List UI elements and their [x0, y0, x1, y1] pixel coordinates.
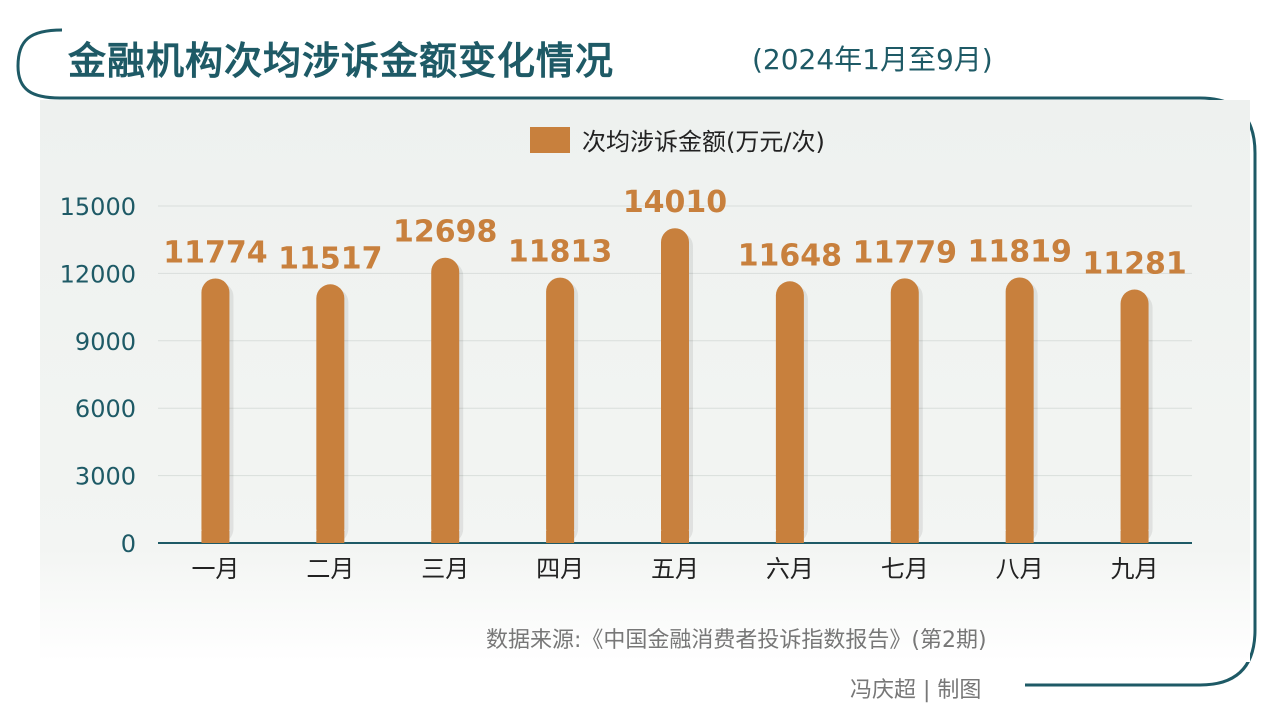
author-credit: 冯庆超 | 制图: [850, 678, 982, 703]
data-label: 11281: [1082, 247, 1186, 282]
data-label: 11819: [967, 234, 1071, 269]
x-tick-label: 九月: [1111, 555, 1159, 583]
bar: [775, 281, 804, 543]
y-tick-label: 15000: [60, 193, 136, 221]
legend-swatch: [530, 126, 570, 153]
y-tick-label: 9000: [75, 328, 136, 356]
data-label: 11648: [738, 238, 842, 273]
x-tick-label: 六月: [766, 555, 814, 583]
data-label: 14010: [623, 185, 727, 220]
x-tick-label: 五月: [651, 555, 699, 583]
bar-base: [1005, 531, 1034, 543]
legend-label: 次均涉诉金额(万元/次): [582, 128, 825, 156]
bar: [1120, 289, 1149, 543]
bar-base: [661, 531, 689, 543]
bar-base: [316, 531, 345, 543]
data-label: 11774: [163, 235, 267, 270]
x-tick-label: 四月: [536, 555, 584, 583]
data-label: 11779: [853, 235, 957, 270]
bar: [1005, 277, 1034, 543]
data-label: 11813: [508, 235, 612, 270]
bar-base: [201, 531, 230, 543]
data-label: 11517: [278, 241, 382, 276]
y-tick-label: 0: [121, 530, 136, 558]
x-tick-label: 三月: [421, 555, 469, 583]
bar: [431, 257, 460, 543]
chart-title: 金融机构次均涉诉金额变化情况: [68, 39, 615, 83]
chart-subtitle: (2024年1月至9月): [752, 43, 993, 76]
y-tick-label: 3000: [75, 463, 136, 491]
bar: [661, 228, 689, 543]
x-tick-label: 八月: [996, 555, 1044, 583]
bar-base: [775, 531, 804, 543]
bar-base: [546, 531, 575, 543]
legend: 次均涉诉金额(万元/次): [530, 122, 825, 157]
bar: [890, 278, 919, 543]
bar-base: [890, 531, 919, 543]
bar: [201, 278, 230, 543]
bar-base: [1120, 531, 1149, 543]
bar: [316, 284, 345, 543]
x-tick-label: 七月: [881, 555, 929, 583]
x-tick-label: 二月: [306, 555, 354, 583]
data-label: 12698: [393, 215, 497, 250]
plot-background: [40, 100, 1250, 662]
y-tick-label: 6000: [75, 395, 136, 423]
data-source: 数据来源:《中国金融消费者投诉指数报告》(第2期): [486, 628, 987, 653]
x-tick-label: 一月: [191, 555, 239, 583]
y-tick-label: 12000: [60, 260, 136, 288]
bar-base: [431, 531, 460, 543]
bar: [546, 277, 575, 543]
